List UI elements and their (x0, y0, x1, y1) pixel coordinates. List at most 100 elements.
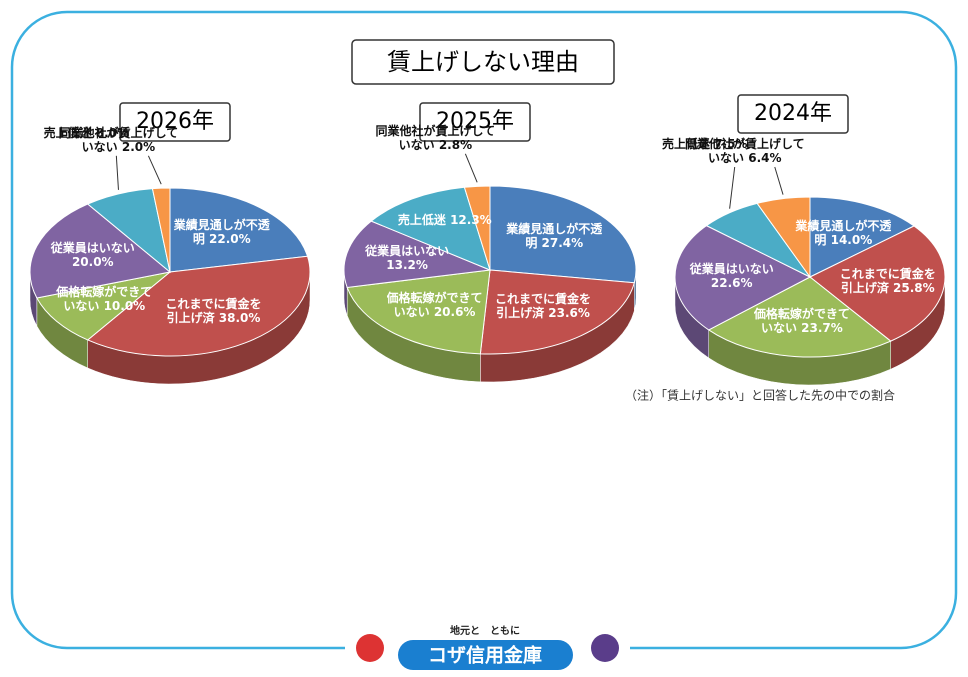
label-text: 従業員はいない 20.0% (45, 241, 141, 269)
value-label: 6.4% (748, 151, 782, 165)
category: 従業員はいない (50, 240, 135, 255)
category: 同業他社が賃上げしていない (58, 125, 179, 154)
slice-label: 売上低迷 12.3% (397, 213, 493, 227)
mascot-right (591, 634, 619, 662)
label-text: 同業他社が賃上げしていない 2.0% (53, 126, 183, 154)
slice-label: 業績見通しが不透明 27.4% (506, 222, 602, 250)
slice-label: 価格転嫁ができていない 20.6% (387, 291, 483, 319)
slice-label: これまでに賃金を引上げ済 38.0% (166, 297, 262, 325)
value-label: 10.0% (103, 298, 146, 313)
chart-title: 2025年 (436, 109, 514, 134)
note: （注）「賃上げしない」と回答した先の中での割合 (625, 388, 895, 403)
value-label: 12.3% (450, 212, 492, 227)
label-text: 従業員はいない 22.6% (684, 262, 780, 290)
slice-label: 価格転嫁ができていない 10.0% (56, 285, 152, 313)
value-label: 27.4% (541, 236, 584, 251)
label-text: 売上低迷 7.5% (640, 137, 770, 151)
label-text: 業績見通しが不透明 14.0% (795, 219, 891, 247)
slice (479, 269, 635, 355)
leader-line (147, 155, 162, 185)
slice (756, 196, 811, 279)
category: 業績見通しが不透明 (173, 218, 270, 247)
label-text: 価格転嫁ができていない 10.0% (56, 285, 152, 313)
label-text: 売上低迷 8.0% (21, 126, 151, 140)
page-title: 賃上げしない理由 (387, 48, 579, 76)
value-label: 13.2% (386, 258, 428, 273)
year-box (119, 102, 231, 142)
slice (346, 269, 491, 355)
slice (463, 185, 491, 271)
value-label: 25.8% (893, 280, 935, 295)
category: 売上低迷 (397, 212, 446, 227)
label-text: 価格転嫁ができていない 20.6% (387, 291, 483, 319)
leader-line (729, 166, 736, 209)
value-label: 20.6% (433, 304, 476, 319)
category: 価格転嫁ができていない (56, 284, 153, 313)
label-text: これまでに賃金を引上げ済 23.6% (495, 292, 591, 320)
slice (169, 187, 309, 273)
category: 価格転嫁ができていない (386, 290, 483, 319)
chart-title: 2024年 (754, 101, 832, 126)
slice-label: 従業員はいない 20.0% (45, 241, 141, 269)
slice (36, 271, 171, 341)
slice-label: 業績見通しが不透明 14.0% (795, 219, 891, 247)
label-text: これまでに賃金を引上げ済 38.0% (166, 297, 262, 325)
slice (674, 225, 812, 331)
slice-label: 同業他社が賃上げしていない 6.4% (680, 137, 810, 165)
slice (29, 203, 172, 299)
category: 従業員はいない (365, 244, 450, 259)
value-label: 2.8% (438, 137, 473, 152)
value-label: 22.0% (209, 232, 251, 247)
slice-label: 業績見通しが不透明 22.0% (173, 218, 270, 247)
category: 売上低迷 (43, 125, 92, 140)
slice-label: これまでに賃金を引上げ済 23.6% (495, 292, 591, 320)
category: 同業他社が賃上げしていない (684, 137, 805, 165)
label-text: 従業員はいない 13.2% (359, 244, 455, 272)
slice (86, 255, 311, 357)
label-text: 業績見通しが不透明 27.4% (506, 222, 602, 250)
value-label: 7.5% (714, 137, 748, 151)
tagline: 地元と ともに (450, 624, 520, 637)
slice (343, 220, 492, 288)
label-text: これまでに賃金を引上げ済 25.8% (840, 267, 936, 295)
label-text: 同業他社が賃上げしていない 6.4% (680, 137, 810, 165)
slice-label: 売上低迷 7.5% (640, 137, 770, 151)
category: 価格転嫁ができていない (753, 307, 850, 336)
slice (489, 185, 637, 284)
label-text: 価格転嫁ができていない 23.7% (754, 307, 850, 335)
category: 業績見通しが不透明 (795, 219, 892, 248)
slice (151, 187, 171, 273)
label-text: 同業他社が賃上げしていない 2.8% (370, 124, 500, 152)
category: これまでに賃金を引上げ済 (494, 292, 591, 320)
value-label: 38.0% (218, 311, 261, 326)
logo-pill (398, 640, 573, 670)
slice-label: 売上低迷 8.0% (21, 126, 151, 140)
slice-label: 従業員はいない 13.2% (359, 244, 455, 272)
category: 従業員はいない (689, 261, 774, 276)
slice-label: 価格転嫁ができていない 23.7% (754, 307, 850, 335)
mascot-left (356, 634, 384, 662)
title-box (351, 39, 615, 85)
value-label: 23.7% (801, 321, 843, 336)
value-label: 23.6% (548, 306, 590, 320)
value-label: 14.0% (830, 233, 873, 248)
year-box (737, 94, 849, 134)
label-text: 売上低迷 12.3% (397, 213, 493, 227)
category: これまでに賃金を引上げ済 (839, 266, 936, 295)
slice-label: これまでに賃金を引上げ済 25.8% (840, 267, 936, 295)
category: これまでに賃金を引上げ済 (165, 297, 262, 326)
category: 同業他社が賃上げしていない (375, 123, 496, 152)
chart-title: 2026年 (136, 109, 214, 134)
slice (707, 276, 892, 358)
category: 業績見通しが不透明 (506, 222, 603, 251)
slice-label: 同業他社が賃上げしていない 2.8% (370, 124, 500, 152)
category: 売上低迷 (661, 137, 710, 151)
leader-line (464, 153, 478, 183)
value-label: 20.0% (71, 254, 114, 269)
value-label: 8.0% (95, 125, 130, 140)
value-label: 22.6% (710, 275, 753, 290)
slice-label: 同業他社が賃上げしていない 2.0% (53, 126, 183, 154)
slice (809, 196, 915, 278)
brand: コザ信用金庫 (428, 644, 542, 667)
